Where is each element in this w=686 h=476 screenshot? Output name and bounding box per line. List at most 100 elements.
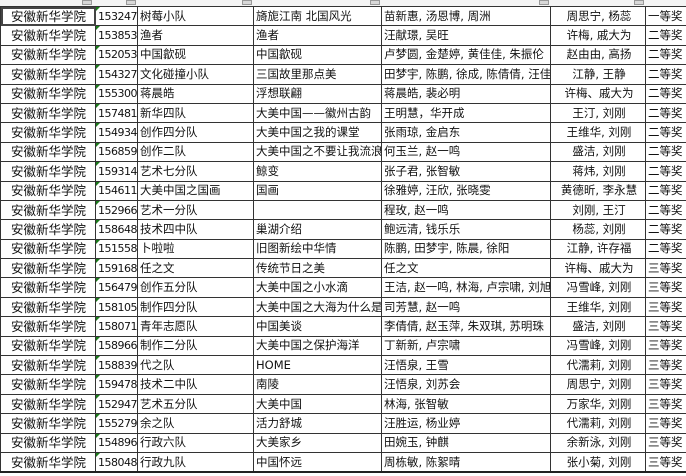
id-cell[interactable]: 158048	[95, 451, 138, 474]
members-cell[interactable]: 王明慧，华开成	[381, 102, 551, 124]
advisor-cell[interactable]: 周思宁, 刘刚	[550, 374, 646, 395]
title-cell[interactable]: 三国故里那点美	[253, 64, 382, 85]
team-cell[interactable]: 蒋晨皓	[137, 83, 254, 104]
title-cell[interactable]: 浮想联翩	[253, 83, 382, 104]
school-cell[interactable]: 安徽新华学院	[0, 238, 96, 260]
team-cell[interactable]: 行政六队	[137, 432, 254, 453]
members-cell[interactable]: 鲍远清, 钱乐乐	[381, 219, 551, 240]
award-cell[interactable]: 三等奖	[645, 393, 686, 415]
advisor-cell[interactable]: 黄德昕, 李永慧	[550, 180, 646, 201]
members-cell[interactable]: 田梦宇, 陈鹏, 徐成, 陈倩倩, 汪佳乐	[381, 64, 551, 85]
award-cell[interactable]: 二等奖	[645, 44, 686, 66]
members-cell[interactable]: 卢梦圆, 金楚婷, 黄佳佳, 朱振伦	[381, 44, 551, 66]
team-cell[interactable]: 行政九队	[137, 451, 254, 474]
filter-dropdown-icon[interactable]	[82, 0, 92, 5]
advisor-cell[interactable]: 江静, 王静	[550, 64, 646, 85]
advisor-cell[interactable]: 江静, 许存福	[550, 238, 646, 260]
members-cell[interactable]: 汪献璟, 吴旺	[381, 25, 551, 46]
title-cell[interactable]: 鲸变	[253, 161, 382, 182]
team-cell[interactable]: 卜啦啦	[137, 238, 254, 260]
id-cell[interactable]: 158839	[95, 355, 138, 376]
members-cell[interactable]: 汪悟泉, 王雪	[381, 355, 551, 376]
advisor-cell[interactable]: 赵由由, 高扬	[550, 44, 646, 66]
members-cell[interactable]: 陈鹏, 田梦宇, 陈晨, 徐阳	[381, 238, 551, 260]
advisor-cell[interactable]: 冯雪峰, 刘刚	[550, 335, 646, 357]
title-cell[interactable]: 大美中国之不要让我流浪	[253, 141, 382, 163]
members-cell[interactable]: 任之文	[381, 258, 551, 279]
advisor-cell[interactable]: 盛洁, 刘刚	[550, 141, 646, 163]
title-cell[interactable]: 大美中国之保护海洋	[253, 335, 382, 357]
school-cell[interactable]: 安徽新华学院	[0, 258, 96, 279]
filter-dropdown-icon[interactable]	[242, 0, 252, 5]
id-cell[interactable]: 155300	[95, 83, 138, 104]
filter-dropdown-icon[interactable]	[126, 0, 136, 5]
id-cell[interactable]: 156859	[95, 141, 138, 163]
advisor-cell[interactable]: 代濡莉, 刘刚	[550, 413, 646, 434]
id-cell[interactable]: 155279	[95, 413, 138, 434]
advisor-cell[interactable]: 王维华, 刘刚	[550, 296, 646, 318]
award-cell[interactable]: 三等奖	[645, 451, 686, 474]
id-cell[interactable]: 159168	[95, 258, 138, 279]
advisor-cell[interactable]: 杨蕊, 刘刚	[550, 219, 646, 240]
school-cell[interactable]: 安徽新华学院	[0, 432, 96, 453]
school-cell[interactable]: 安徽新华学院	[0, 25, 96, 46]
school-cell[interactable]: 安徽新华学院	[0, 5, 96, 27]
award-cell[interactable]: 三等奖	[645, 374, 686, 395]
title-cell[interactable]: 活力舒城	[253, 413, 382, 434]
school-cell[interactable]: 安徽新华学院	[0, 102, 96, 124]
id-cell[interactable]: 154934	[95, 122, 138, 143]
id-cell[interactable]: 153247	[95, 5, 138, 27]
team-cell[interactable]: 文化碰撞小队	[137, 64, 254, 85]
school-cell[interactable]: 安徽新华学院	[0, 122, 96, 143]
school-cell[interactable]: 安徽新华学院	[0, 277, 96, 298]
advisor-cell[interactable]: 许梅、戚大为	[550, 83, 646, 104]
members-cell[interactable]: 王洁, 赵一鸣, 林海, 卢宗啸, 刘旭东	[381, 277, 551, 298]
members-cell[interactable]: 周栋敏, 陈絮晴	[381, 451, 551, 474]
award-cell[interactable]: 三等奖	[645, 277, 686, 298]
members-cell[interactable]: 田婉玉, 钟麒	[381, 432, 551, 453]
id-cell[interactable]: 151558	[95, 238, 138, 260]
advisor-cell[interactable]: 王维华, 刘刚	[550, 122, 646, 143]
filter-dropdown-icon[interactable]	[370, 0, 380, 5]
school-cell[interactable]: 安徽新华学院	[0, 83, 96, 104]
school-cell[interactable]: 安徽新华学院	[0, 316, 96, 337]
team-cell[interactable]: 代之队	[137, 355, 254, 376]
award-cell[interactable]: 二等奖	[645, 102, 686, 124]
title-cell[interactable]: 大美中国之小水滴	[253, 277, 382, 298]
filter-dropdown-icon[interactable]	[539, 0, 549, 5]
award-cell[interactable]: 三等奖	[645, 355, 686, 376]
title-cell[interactable]: 中国美谈	[253, 316, 382, 337]
title-cell[interactable]: 大美家乡	[253, 432, 382, 453]
award-cell[interactable]: 二等奖	[645, 141, 686, 163]
school-cell[interactable]: 安徽新华学院	[0, 413, 96, 434]
award-cell[interactable]: 二等奖	[645, 238, 686, 260]
team-cell[interactable]: 渔者	[137, 25, 254, 46]
id-cell[interactable]: 152947	[95, 393, 138, 415]
team-cell[interactable]: 青年志愿队	[137, 316, 254, 337]
advisor-cell[interactable]: 万家华, 刘刚	[550, 393, 646, 415]
team-cell[interactable]: 任之文	[137, 258, 254, 279]
id-cell[interactable]: 154611	[95, 180, 138, 201]
team-cell[interactable]: 新华四队	[137, 102, 254, 124]
id-cell[interactable]: 159314	[95, 161, 138, 182]
members-cell[interactable]: 丁新新, 卢宗啸	[381, 335, 551, 357]
advisor-cell[interactable]: 周思宁, 杨蕊	[550, 5, 646, 27]
id-cell[interactable]: 158105	[95, 296, 138, 318]
award-cell[interactable]: 三等奖	[645, 335, 686, 357]
title-cell[interactable]: 旖旎江南 北国风光	[253, 5, 382, 27]
award-cell[interactable]: 三等奖	[645, 316, 686, 337]
award-cell[interactable]: 二等奖	[645, 161, 686, 182]
members-cell[interactable]: 林海, 张智敏	[381, 393, 551, 415]
award-cell[interactable]: 三等奖	[645, 432, 686, 453]
members-cell[interactable]: 程玫, 赵一鸣	[381, 199, 551, 221]
team-cell[interactable]: 创作二队	[137, 141, 254, 163]
members-cell[interactable]: 蒋晨皓, 裴必明	[381, 83, 551, 104]
filter-dropdown-icon[interactable]	[634, 0, 644, 5]
school-cell[interactable]: 安徽新华学院	[0, 374, 96, 395]
award-cell[interactable]: 三等奖	[645, 296, 686, 318]
id-cell[interactable]: 154327	[95, 64, 138, 85]
school-cell[interactable]: 安徽新华学院	[0, 355, 96, 376]
team-cell[interactable]: 技术四中队	[137, 219, 254, 240]
advisor-cell[interactable]: 许梅、戚大为	[550, 258, 646, 279]
title-cell[interactable]: 渔者	[253, 25, 382, 46]
